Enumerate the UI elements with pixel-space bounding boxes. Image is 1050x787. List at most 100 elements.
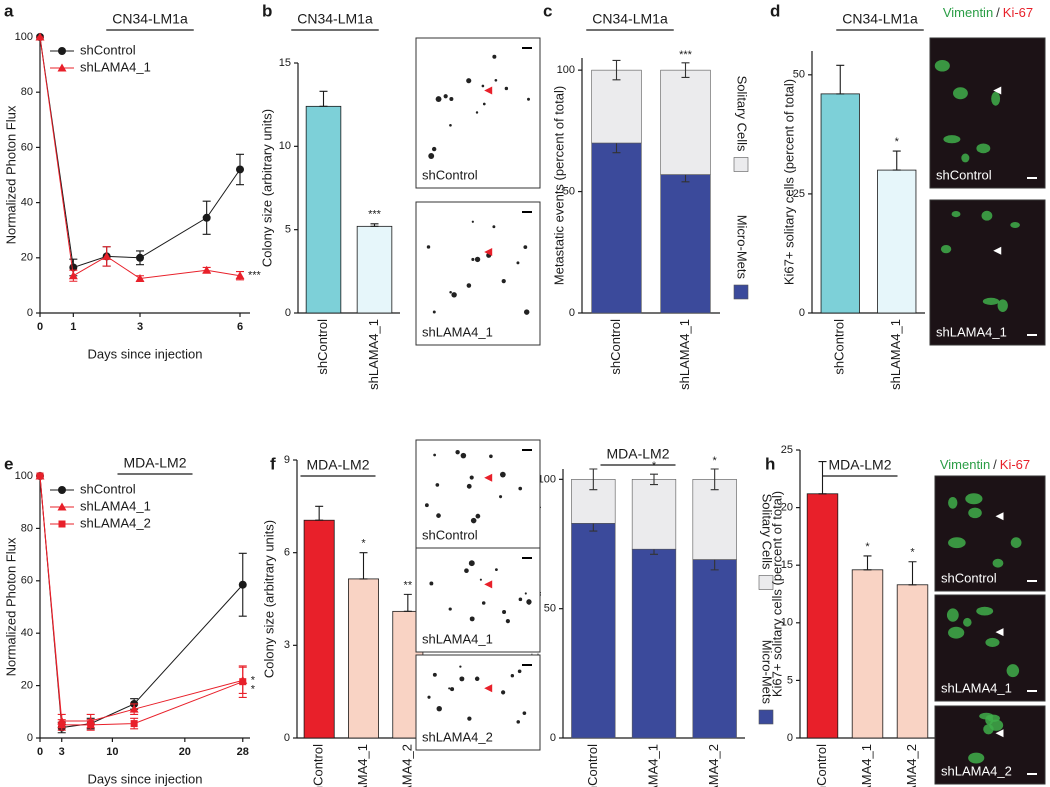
micrograph-label: shControl [422, 527, 478, 542]
stain-legend: Vimentin / Ki-67 [940, 457, 1030, 472]
cell [963, 617, 972, 627]
x-tick-label: 0 [37, 321, 43, 333]
point [69, 263, 78, 272]
micrograph [929, 199, 1046, 346]
colony [523, 309, 530, 315]
colony [429, 581, 434, 586]
colony [436, 513, 441, 518]
point [202, 265, 212, 274]
annotation: *** [679, 49, 693, 61]
cell [991, 91, 1001, 106]
point [68, 271, 78, 280]
arrowhead [995, 628, 1004, 637]
colony [469, 616, 475, 622]
y-tick-label: 50 [563, 185, 575, 197]
y-tick-label: 15 [279, 57, 291, 69]
bar-segment [660, 69, 711, 175]
panel-letter: a [4, 1, 14, 20]
colony [501, 279, 506, 284]
point [136, 253, 144, 262]
legend-marker [58, 520, 66, 528]
arrowhead [484, 473, 493, 482]
legend-label: Micro-Mets [735, 215, 750, 280]
y-tick-label: 20 [781, 502, 793, 514]
bar [305, 105, 342, 314]
legend-marker [57, 502, 67, 511]
cell [985, 637, 1000, 647]
chart-title: CN34-LM1a [592, 11, 668, 27]
bar-segment [692, 559, 737, 739]
bar [806, 493, 839, 739]
point [130, 720, 138, 728]
cell [948, 626, 965, 639]
legend-marker [58, 47, 66, 55]
bar-segment [571, 523, 616, 739]
colony [455, 449, 460, 455]
annotation: * [361, 538, 366, 550]
chart-title: CN34-LM1a [842, 11, 918, 27]
colony [459, 665, 462, 668]
bar [851, 569, 884, 739]
colony [523, 245, 528, 249]
legend-marker [58, 486, 66, 494]
legend-swatch [733, 157, 749, 172]
colony [435, 483, 440, 487]
colony [518, 597, 523, 602]
colony [502, 609, 507, 614]
point [129, 704, 139, 713]
arrowhead [484, 684, 493, 693]
micrograph-label: shControl [941, 570, 997, 585]
colony [467, 716, 472, 721]
point [202, 213, 211, 222]
error-bar [589, 468, 598, 491]
error-bar [908, 561, 917, 586]
micrograph-label: shLAMA4_1 [422, 324, 493, 339]
y-tick-label: 5 [787, 674, 793, 686]
chart-title: MDA-LM2 [606, 446, 669, 462]
cell [992, 558, 1004, 568]
colony [450, 687, 455, 692]
y-tick-label: 9 [284, 454, 290, 466]
colony [435, 96, 442, 102]
colony [526, 599, 532, 605]
legend-label: shControl [80, 481, 136, 496]
cell [968, 507, 982, 519]
cell [946, 608, 959, 622]
cell [968, 752, 985, 764]
x-tick-label: shControl [814, 744, 829, 787]
y-tick-label: 60 [21, 141, 33, 153]
legend-label: Solitary Cells [735, 76, 750, 152]
point [235, 271, 245, 280]
x-tick-label: shLAMA4_1 [366, 319, 381, 390]
colony [469, 475, 474, 480]
y-tick-label: 80 [21, 86, 33, 98]
x-tick-label: 1 [70, 321, 76, 333]
legend-swatch [758, 709, 774, 725]
colony [517, 669, 522, 674]
colony [494, 78, 498, 82]
y-tick-label: 20 [21, 252, 33, 264]
x-tick-label: shControl [585, 744, 600, 787]
micrograph [934, 475, 1046, 592]
point [87, 721, 95, 729]
legend-label: shLAMA4_1 [80, 59, 151, 74]
colony [524, 592, 527, 595]
cell [943, 135, 961, 144]
colony [431, 146, 437, 152]
y-tick-label: 0 [787, 732, 793, 744]
colony [516, 261, 520, 265]
y-axis-label: Colony size (arbitrary units) [261, 520, 276, 678]
y-tick-label: 0 [569, 307, 575, 319]
colony [426, 245, 431, 249]
colony [510, 674, 515, 678]
stain-legend-item: / [993, 457, 997, 472]
colony [428, 153, 435, 159]
stain-legend-item: Vimentin [943, 5, 993, 20]
annotation: ** [404, 579, 413, 591]
x-tick-label: 20 [179, 746, 191, 758]
annotation: * [652, 460, 657, 472]
x-tick-label: shLAMA4_1 [355, 744, 370, 787]
annotation: *** [248, 270, 262, 282]
colony [481, 84, 485, 88]
x-tick-label: shLAMA4_1 [645, 744, 660, 787]
